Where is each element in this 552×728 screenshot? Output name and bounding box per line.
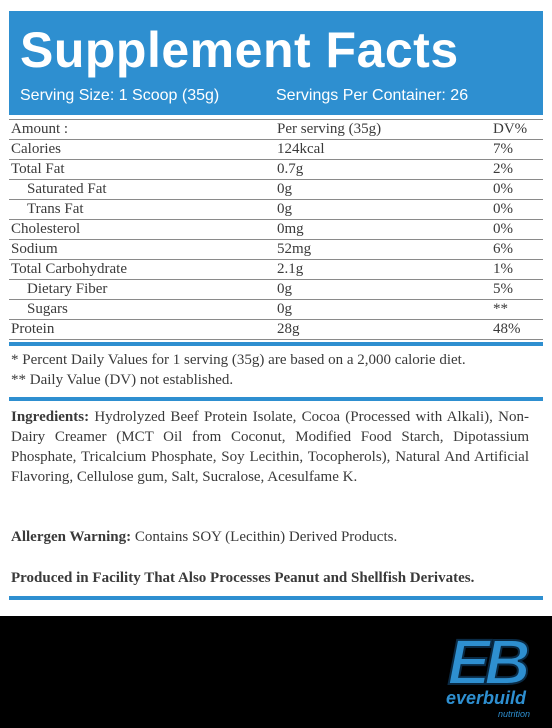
footnotes: * Percent Daily Values for 1 serving (35…	[11, 350, 541, 390]
table-header-row: Amount : Per serving (35g) DV%	[9, 119, 543, 140]
nutrient-amount: 28g	[275, 319, 491, 340]
nutrient-dv: **	[491, 299, 543, 320]
facts-header: Supplement Facts Serving Size: 1 Scoop (…	[9, 11, 543, 115]
nutrient-name: Cholesterol	[9, 219, 275, 240]
nutrient-name: Calories	[9, 139, 275, 160]
brand-footer: EB everbuild nutrition	[0, 616, 552, 728]
nutrient-amount: 0mg	[275, 219, 491, 240]
logo-tagline: nutrition	[498, 709, 530, 719]
facility-warning: Produced in Facility That Also Processes…	[11, 570, 475, 586]
nutrient-name: Total Fat	[9, 159, 275, 180]
nutrient-dv: 0%	[491, 179, 543, 200]
nutrient-amount: 0g	[275, 179, 491, 200]
table-row: Cholesterol 0mg 0%	[9, 219, 543, 240]
table-row: Dietary Fiber 0g 5%	[9, 279, 543, 300]
serving-size: Serving Size: 1 Scoop (35g)	[20, 87, 220, 104]
nutrient-amount: 2.1g	[275, 259, 491, 280]
column-header-dv: DV%	[491, 119, 543, 140]
nutrient-dv: 6%	[491, 239, 543, 260]
servings-per-container: Servings Per Container: 26	[276, 87, 469, 104]
allergen-label: Allergen Warning:	[11, 529, 132, 545]
logo-wordmark: everbuild	[446, 688, 527, 708]
nutrient-name: Saturated Fat	[9, 179, 275, 200]
nutrient-dv: 1%	[491, 259, 543, 280]
section-divider	[9, 596, 543, 600]
nutrient-name: Sodium	[9, 239, 275, 260]
nutrient-amount: 0g	[275, 199, 491, 220]
supplement-facts-panel: Supplement Facts Serving Size: 1 Scoop (…	[9, 11, 543, 600]
column-header-per-serving: Per serving (35g)	[275, 119, 491, 140]
nutrient-name: Trans Fat	[9, 199, 275, 220]
nutrition-table: Amount : Per serving (35g) DV% Calories …	[9, 119, 543, 340]
brand-logo: EB everbuild nutrition	[446, 625, 535, 719]
table-row: Protein 28g 48%	[9, 319, 543, 340]
ingredients-label: Ingredients:	[11, 409, 90, 425]
nutrient-name: Dietary Fiber	[9, 279, 275, 300]
allergen-text: Contains SOY (Lecithin) Derived Products…	[134, 529, 398, 545]
nutrient-dv: 48%	[491, 319, 543, 340]
nutrient-amount: 0g	[275, 299, 491, 320]
footnote-not-established: ** Daily Value (DV) not established.	[11, 372, 234, 388]
column-header-amount: Amount :	[9, 119, 275, 140]
section-divider	[9, 397, 543, 401]
table-row: Saturated Fat 0g 0%	[9, 179, 543, 200]
nutrient-name: Protein	[9, 319, 275, 340]
nutrient-dv: 0%	[491, 219, 543, 240]
nutrient-dv: 5%	[491, 279, 543, 300]
footnote-dv: * Percent Daily Values for 1 serving (35…	[11, 352, 466, 368]
nutrient-dv: 2%	[491, 159, 543, 180]
nutrient-name: Total Carbohydrate	[9, 259, 275, 280]
table-row: Total Carbohydrate 2.1g 1%	[9, 259, 543, 280]
allergen-warning: Allergen Warning: Contains SOY (Lecithin…	[11, 527, 397, 547]
page-title: Supplement Facts	[20, 22, 459, 78]
table-row: Total Fat 0.7g 2%	[9, 159, 543, 180]
table-row: Calories 124kcal 7%	[9, 139, 543, 160]
logo-monogram: EB	[448, 626, 529, 698]
nutrient-name: Sugars	[9, 299, 275, 320]
nutrient-amount: 124kcal	[275, 139, 491, 160]
nutrient-dv: 7%	[491, 139, 543, 160]
table-row: Trans Fat 0g 0%	[9, 199, 543, 220]
nutrient-amount: 0g	[275, 279, 491, 300]
nutrient-amount: 52mg	[275, 239, 491, 260]
nutrient-dv: 0%	[491, 199, 543, 220]
ingredients-text: Ingredients: Hydrolyzed Beef Protein Iso…	[11, 407, 529, 487]
section-divider	[9, 342, 543, 346]
ingredients-list: Hydrolyzed Beef Protein Isolate, Cocoa (…	[11, 409, 529, 485]
table-row: Sugars 0g **	[9, 299, 543, 320]
table-row: Sodium 52mg 6%	[9, 239, 543, 260]
nutrient-amount: 0.7g	[275, 159, 491, 180]
